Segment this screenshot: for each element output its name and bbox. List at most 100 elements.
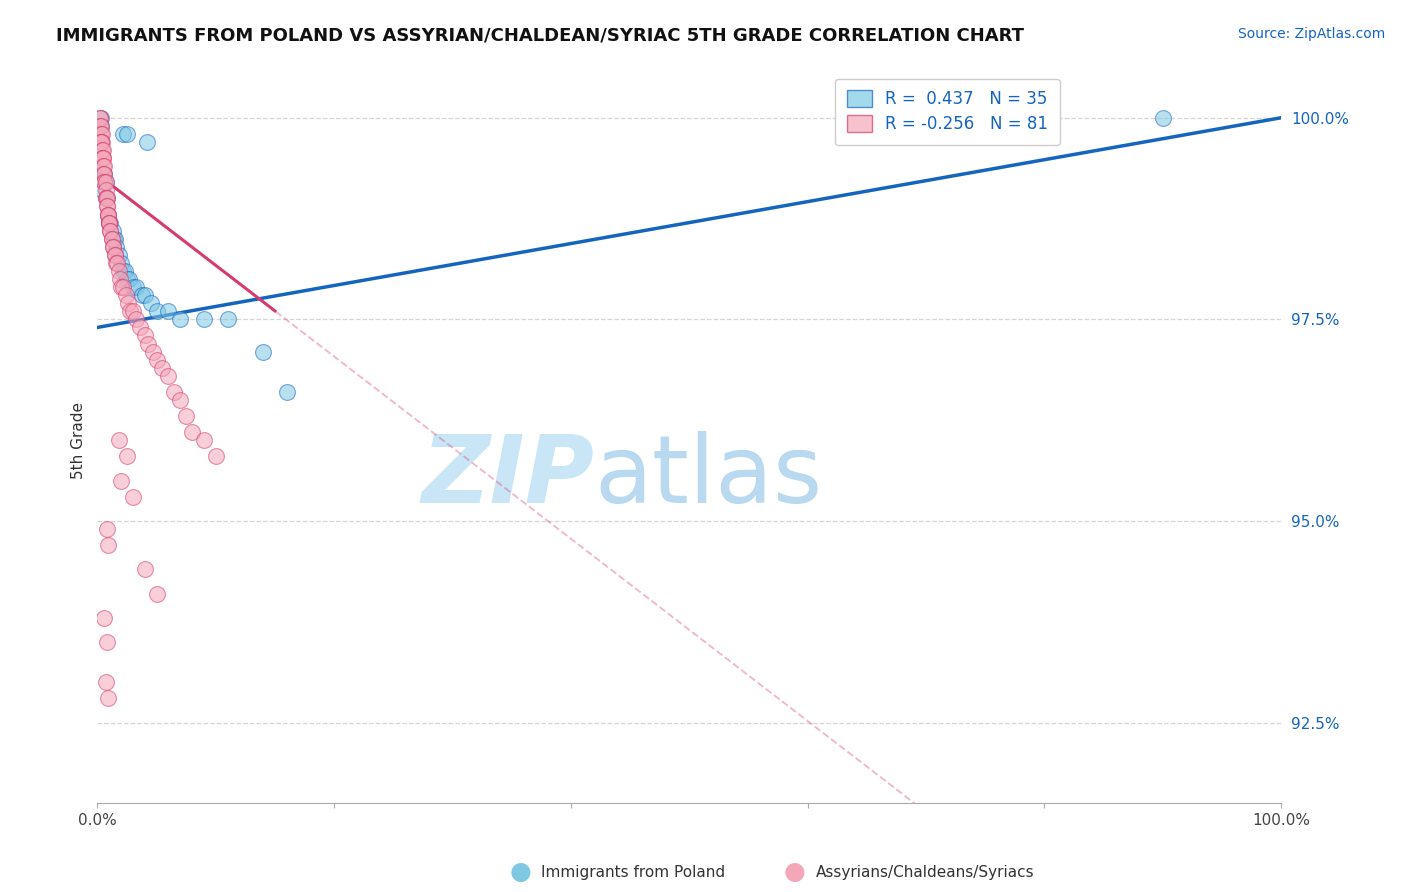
Point [94,191,117,205]
Point [94,175,117,189]
Point [110,280,132,294]
Point [101,240,124,254]
Point [181,425,204,440]
Point [145,586,167,600]
Point [129,320,152,334]
Point [91,167,114,181]
Point [169,312,191,326]
Text: Source: ZipAtlas.com: Source: ZipAtlas.com [1237,27,1385,41]
Point [115,127,138,141]
Point [96,199,118,213]
Point [93,611,115,625]
Point [91,159,114,173]
Point [93,175,115,189]
Point [131,288,153,302]
Point [100,232,122,246]
Point [104,248,127,262]
Legend: R =  0.437   N = 35, R = -0.256   N = 81: R = 0.437 N = 35, R = -0.256 N = 81 [835,78,1060,145]
Point [163,384,186,399]
Point [115,450,138,464]
Point [93,175,115,189]
Point [117,296,139,310]
Point [91,143,114,157]
Point [204,450,226,464]
Point [145,352,167,367]
Text: ZIP: ZIP [422,431,595,523]
Point [114,288,136,302]
Point [98,216,121,230]
Point [107,256,129,270]
Point [110,256,132,270]
Point [94,183,117,197]
Point [100,224,122,238]
Point [157,304,180,318]
Point [142,344,165,359]
Point [107,264,129,278]
Point [104,232,127,246]
Point [96,191,118,205]
Point [145,304,167,318]
Point [217,312,239,326]
Point [139,296,162,310]
Point [96,522,118,536]
Point [101,224,124,238]
Point [91,127,114,141]
Point [97,208,120,222]
Point [96,191,118,205]
Point [101,240,124,254]
Point [98,216,121,230]
Point [174,409,197,424]
Point [120,304,142,318]
Point [89,111,111,125]
Point [193,434,215,448]
Point [91,135,114,149]
Point [91,151,114,165]
Point [94,191,117,205]
Point [134,562,156,576]
Point [108,272,131,286]
Point [96,199,118,213]
Point [1152,111,1174,125]
Point [105,256,128,270]
Point [112,280,135,294]
Point [121,280,143,294]
Point [98,216,121,230]
Point [89,111,111,125]
Point [90,135,112,149]
Point [89,119,111,133]
Point [100,224,122,238]
Point [91,151,114,165]
Point [276,384,298,399]
Point [105,240,128,254]
Text: Assyrians/Chaldeans/Syriacs: Assyrians/Chaldeans/Syriacs [815,865,1033,880]
Point [107,248,129,262]
Point [97,208,120,222]
Point [91,143,114,157]
Point [134,328,156,343]
Point [107,434,129,448]
Point [115,272,138,286]
Point [112,264,135,278]
Point [112,127,135,141]
Point [91,183,114,197]
Point [114,264,136,278]
Point [104,248,127,262]
Point [134,288,156,302]
Point [93,159,115,173]
Point [136,336,159,351]
Point [94,675,117,690]
Point [100,232,122,246]
Point [97,538,120,552]
Point [90,119,112,133]
Point [90,119,112,133]
Point [91,151,114,165]
Point [125,280,148,294]
Point [110,474,132,488]
Point [136,135,159,149]
Point [93,167,115,181]
Text: ●: ● [509,861,531,884]
Point [118,272,141,286]
Point [103,232,125,246]
Point [97,208,120,222]
Point [96,635,118,649]
